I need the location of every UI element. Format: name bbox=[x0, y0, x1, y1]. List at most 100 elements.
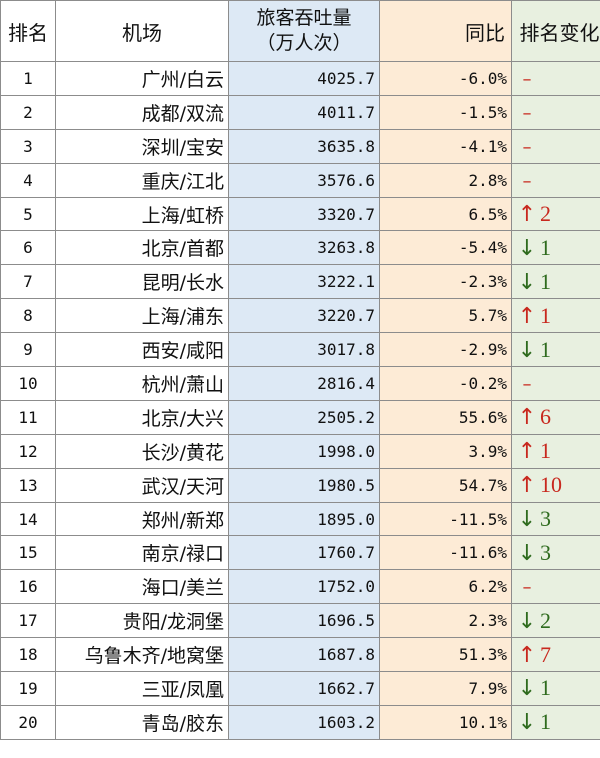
rank-change-cell: ↓ 1 bbox=[511, 230, 600, 266]
table-row: 18 乌鲁木齐/地窝堡 1687.8 51.3% ↑ 7 bbox=[0, 637, 600, 673]
header-passengers-title: 旅客吞吐量 bbox=[256, 7, 352, 29]
arrow-down-icon: ↓ bbox=[517, 540, 537, 566]
passengers-cell: 1752.0 bbox=[228, 569, 380, 605]
yoy-cell: 2.3% bbox=[379, 603, 512, 639]
yoy-cell: -0.2% bbox=[379, 366, 512, 401]
passengers-cell: 1687.8 bbox=[228, 637, 380, 673]
passengers-cell: 3220.7 bbox=[228, 298, 380, 334]
rank-cell: 10 bbox=[0, 366, 56, 401]
airport-cell: 长沙/黄花 bbox=[55, 433, 229, 469]
table-row: 1 广州/白云 4025.7 -6.0% – bbox=[0, 61, 600, 96]
passengers-cell: 3222.1 bbox=[228, 264, 380, 300]
rank-change-cell: – bbox=[511, 128, 600, 164]
airport-cell: 青岛/胶东 bbox=[55, 704, 229, 740]
rank-change-cell: ↓ 1 bbox=[511, 332, 600, 368]
rank-cell: 1 bbox=[0, 61, 56, 96]
rank-change-value: 1 bbox=[540, 268, 551, 294]
table-row: 15 南京/禄口 1760.7 -11.6% ↓ 3 bbox=[0, 535, 600, 571]
table-row: 5 上海/虹桥 3320.7 6.5% ↑ 2 bbox=[0, 196, 600, 232]
airport-cell: 三亚/凤凰 bbox=[55, 671, 229, 706]
table-row: 9 西安/咸阳 3017.8 -2.9% ↓ 1 bbox=[0, 332, 600, 368]
dash-icon: – bbox=[522, 68, 532, 90]
table-row: 7 昆明/长水 3222.1 -2.3% ↓ 1 bbox=[0, 264, 600, 300]
dash-icon: – bbox=[522, 170, 532, 192]
rank-change-value: 1 bbox=[540, 234, 551, 260]
header-passengers-unit: （万人次） bbox=[256, 32, 352, 54]
rank-cell: 3 bbox=[0, 128, 56, 164]
rank-change-value: 1 bbox=[540, 675, 551, 701]
rank-change-value: 1 bbox=[540, 302, 551, 328]
rank-change-cell: ↑ 1 bbox=[511, 433, 600, 469]
rank-change-value: 1 bbox=[540, 709, 551, 735]
rank-cell: 18 bbox=[0, 637, 56, 673]
rank-change-cell: ↑ 1 bbox=[511, 298, 600, 334]
arrow-down-icon: ↓ bbox=[517, 269, 537, 295]
airport-cell: 西安/咸阳 bbox=[55, 332, 229, 368]
header-passengers: 旅客吞吐量 （万人次） bbox=[228, 0, 380, 62]
rank-change-value: 2 bbox=[540, 201, 551, 226]
passengers-cell: 1998.0 bbox=[228, 433, 380, 469]
passengers-cell: 3263.8 bbox=[228, 230, 380, 266]
yoy-cell: -2.9% bbox=[379, 332, 512, 368]
passengers-cell: 1980.5 bbox=[228, 467, 380, 503]
rank-cell: 4 bbox=[0, 162, 56, 198]
rank-change-cell: ↓ 1 bbox=[511, 264, 600, 300]
arrow-up-icon: ↑ bbox=[517, 405, 537, 431]
table-row: 4 重庆/江北 3576.6 2.8% – bbox=[0, 162, 600, 198]
table-row: 14 郑州/新郑 1895.0 -11.5% ↓ 3 bbox=[0, 501, 600, 537]
airport-ranking-table: 排名 机场 旅客吞吐量 （万人次） 同比 排名变化 1 广州/白云 4025.7 -6… bbox=[0, 0, 600, 740]
airport-cell: 重庆/江北 bbox=[55, 162, 229, 198]
table-row: 3 深圳/宝安 3635.8 -4.1% – bbox=[0, 128, 600, 164]
airport-cell: 北京/大兴 bbox=[55, 399, 229, 435]
table-row: 13 武汉/天河 1980.5 54.7% ↑ 10 bbox=[0, 467, 600, 503]
table-row: 20 青岛/胶东 1603.2 10.1% ↓ 1 bbox=[0, 704, 600, 740]
rank-cell: 14 bbox=[0, 501, 56, 537]
rank-cell: 5 bbox=[0, 196, 56, 232]
airport-cell: 上海/虹桥 bbox=[55, 196, 229, 232]
arrow-up-icon: ↑ bbox=[517, 439, 537, 465]
arrow-up-icon: ↑ bbox=[517, 202, 537, 227]
rank-cell: 2 bbox=[0, 94, 56, 130]
passengers-cell: 4011.7 bbox=[228, 94, 380, 130]
table-row: 12 长沙/黄花 1998.0 3.9% ↑ 1 bbox=[0, 433, 600, 469]
rank-change-cell: ↑ 10 bbox=[511, 467, 600, 503]
airport-cell: 成都/双流 bbox=[55, 94, 229, 130]
passengers-cell: 1662.7 bbox=[228, 671, 380, 706]
header-row: 排名 机场 旅客吞吐量 （万人次） 同比 排名变化 bbox=[0, 0, 600, 62]
table-row: 17 贵阳/龙洞堡 1696.5 2.3% ↓ 2 bbox=[0, 603, 600, 639]
table-body: 1 广州/白云 4025.7 -6.0% –2 成都/双流 4011.7 -1.5% –3 深圳/… bbox=[0, 61, 600, 740]
header-rank: 排名 bbox=[0, 0, 56, 62]
airport-cell: 贵阳/龙洞堡 bbox=[55, 603, 229, 639]
airport-cell: 海口/美兰 bbox=[55, 569, 229, 605]
yoy-cell: -4.1% bbox=[379, 128, 512, 164]
passengers-cell: 1760.7 bbox=[228, 535, 380, 571]
rank-cell: 8 bbox=[0, 298, 56, 334]
rank-cell: 19 bbox=[0, 671, 56, 706]
rank-cell: 12 bbox=[0, 433, 56, 469]
rank-change-cell: ↑ 7 bbox=[511, 637, 600, 673]
airport-cell: 北京/首都 bbox=[55, 230, 229, 266]
rank-cell: 11 bbox=[0, 399, 56, 435]
table-row: 11 北京/大兴 2505.2 55.6% ↑ 6 bbox=[0, 399, 600, 435]
airport-cell: 乌鲁木齐/地窝堡 bbox=[55, 637, 229, 673]
rank-cell: 20 bbox=[0, 704, 56, 740]
rank-change-cell: – bbox=[511, 569, 600, 605]
rank-change-value: 1 bbox=[540, 336, 551, 362]
rank-change-cell: ↓ 3 bbox=[511, 535, 600, 571]
passengers-cell: 1895.0 bbox=[228, 501, 380, 537]
rank-cell: 6 bbox=[0, 230, 56, 266]
rank-change-cell: ↓ 3 bbox=[511, 501, 600, 537]
arrow-up-icon: ↑ bbox=[517, 642, 537, 668]
yoy-cell: -1.5% bbox=[379, 94, 512, 130]
table-row: 19 三亚/凤凰 1662.7 7.9% ↓ 1 bbox=[0, 671, 600, 706]
arrow-down-icon: ↓ bbox=[517, 507, 537, 533]
airport-cell: 杭州/萧山 bbox=[55, 366, 229, 401]
rank-change-value: 2 bbox=[540, 607, 551, 633]
passengers-cell: 2505.2 bbox=[228, 399, 380, 435]
dash-icon: – bbox=[522, 373, 532, 395]
header-rank-change: 排名变化 bbox=[511, 0, 600, 62]
yoy-cell: 7.9% bbox=[379, 671, 512, 706]
rank-change-cell: – bbox=[511, 366, 600, 401]
rank-change-cell: – bbox=[511, 94, 600, 130]
yoy-cell: 5.7% bbox=[379, 298, 512, 334]
